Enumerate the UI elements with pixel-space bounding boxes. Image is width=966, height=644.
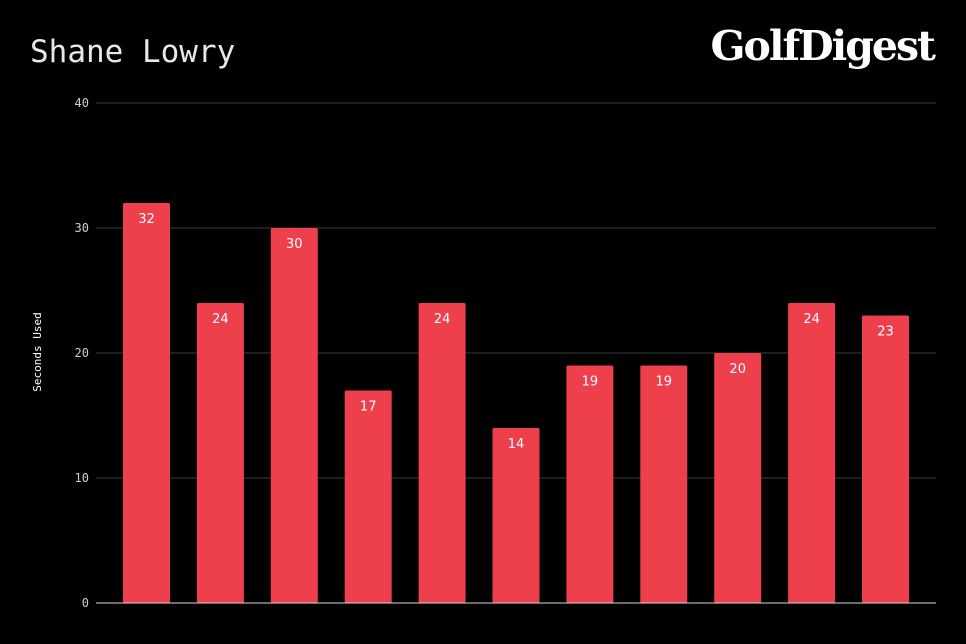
- bar: [123, 203, 170, 603]
- bar-value-label: 14: [508, 437, 525, 452]
- y-tick-label: 10: [75, 471, 89, 485]
- golf-digest-logo: GolfDigest: [711, 22, 937, 70]
- y-axis-ticks: 0 10 20 30 40: [75, 96, 89, 610]
- bar: [714, 353, 762, 603]
- bar-value-label: 17: [360, 400, 377, 415]
- bar: [270, 228, 318, 603]
- bar-value-label: 20: [729, 362, 746, 377]
- bar: [196, 303, 244, 603]
- bar: [788, 303, 836, 603]
- bar: [418, 303, 466, 603]
- y-tick-label: 20: [75, 346, 89, 360]
- bar: [640, 365, 688, 603]
- bar: [344, 390, 392, 603]
- bar: [862, 315, 909, 603]
- data-labels: 32 24 30 17 24 14 19 19 20 24 23: [138, 212, 894, 452]
- bar-value-label: 24: [803, 312, 820, 327]
- bar-value-label: 19: [656, 375, 673, 390]
- y-axis-label: Seconds Used: [31, 312, 44, 391]
- bar-value-label: 24: [434, 312, 451, 327]
- y-tick-label: 30: [75, 221, 89, 235]
- y-tick-label: 40: [75, 96, 89, 110]
- y-tick-label: 0: [82, 596, 89, 610]
- bars: [123, 203, 909, 603]
- bar: [492, 428, 540, 603]
- bar-value-label: 32: [138, 212, 155, 227]
- bar-value-label: 19: [582, 375, 599, 390]
- chart-title: Shane Lowry: [30, 34, 235, 70]
- bar-value-label: 24: [212, 312, 229, 327]
- bar-value-label: 30: [286, 237, 303, 252]
- bar-value-label: 23: [877, 325, 894, 340]
- bar: [566, 365, 614, 603]
